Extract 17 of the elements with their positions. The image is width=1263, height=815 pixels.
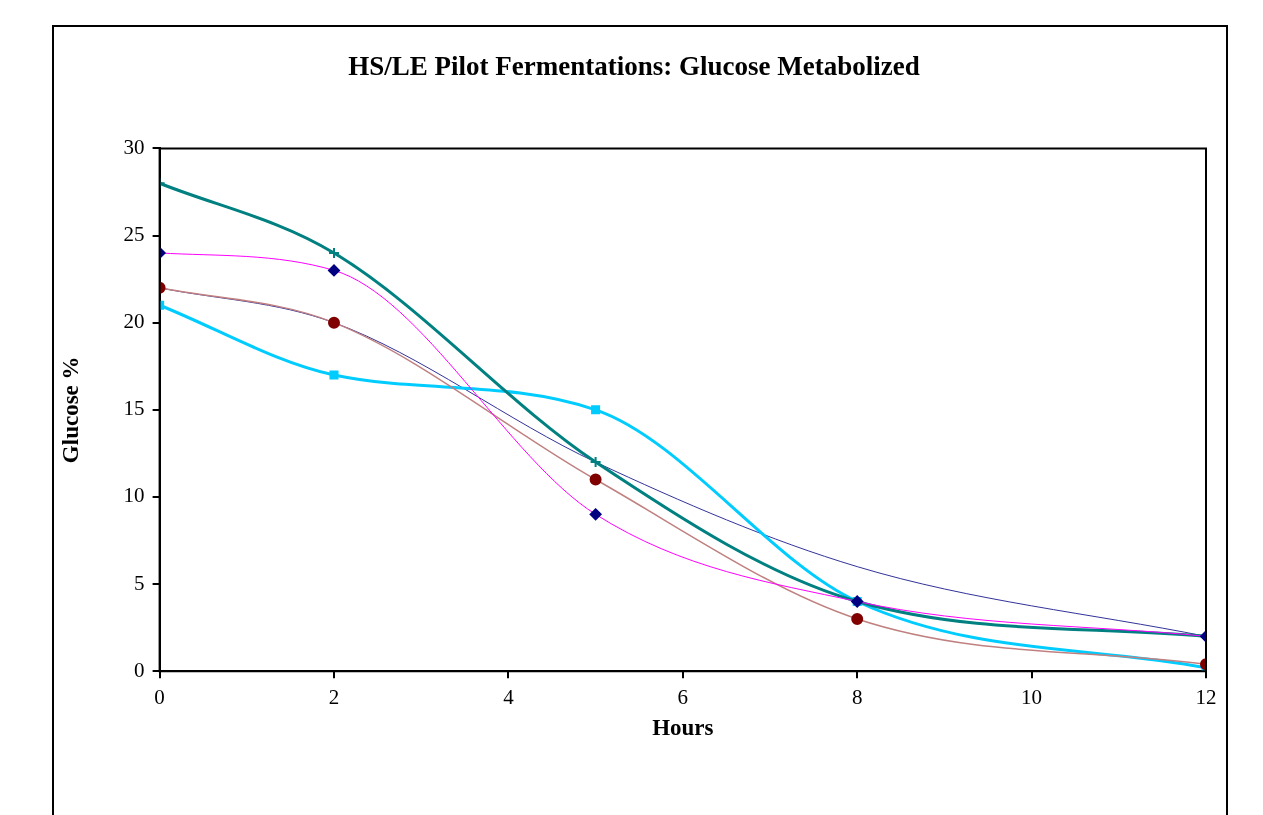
y-tick-label: 5 [134,570,145,595]
x-tick-label: 6 [677,685,689,710]
x-tick-label: 4 [503,685,515,710]
y-tick-label: 30 [123,134,145,159]
x-tick-label: 8 [851,685,863,710]
x-axis-title: Hours [652,715,714,741]
y-tick-label: 20 [123,309,145,334]
x-tick-label: 2 [328,685,340,710]
y-tick-label: 15 [123,396,145,421]
x-tick-label: 10 [1021,685,1043,710]
y-tick-label: 25 [123,222,145,247]
y-tick-label: 10 [123,483,145,508]
x-tick-label: 12 [1195,685,1217,710]
y-axis-title: Glucose % [57,356,83,464]
chart-title: HS/LE Pilot Fermentations: Glucose Metabolized [348,51,920,82]
y-tick-label: 0 [134,657,145,682]
x-tick-label: 0 [154,685,165,710]
